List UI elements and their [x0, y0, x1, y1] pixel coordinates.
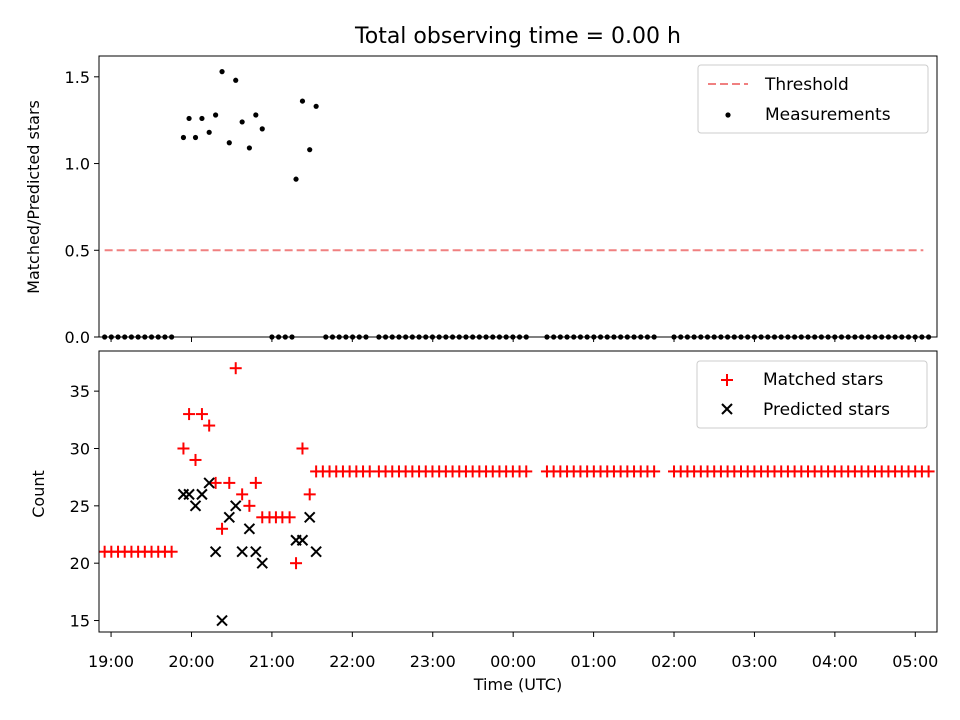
matched-star-point [183, 408, 196, 421]
top-legend: Threshold Measurements [697, 64, 929, 134]
predicted-star-point [189, 500, 202, 512]
x-tick-label: 21:00 [249, 652, 295, 671]
top-legend-frame [697, 64, 929, 134]
measurement-point [219, 69, 225, 75]
bottom-x-axis: 19:00 20:00 21:00 22:00 23:00 00:00 01:00 02:00… [88, 632, 938, 671]
measurement-point [226, 140, 232, 146]
predicted-star-point [230, 500, 242, 512]
predicted-stars-legend-label: Predicted stars [763, 400, 890, 420]
predicted-star-point [236, 546, 248, 558]
predicted-stars-legend-swatch [721, 403, 733, 415]
x-tick-label: 05:00 [892, 652, 938, 671]
top-x-ticks [110, 337, 916, 342]
top-panel: 0.0 0.5 1.0 1.5 Matched/Predicted stars Thr… [24, 55, 938, 347]
measurements-legend-swatch [725, 112, 731, 118]
top-y-tick-label: 1.5 [65, 68, 90, 87]
matched-star-point [229, 362, 242, 375]
matched-star-point [209, 476, 222, 489]
matched-star-point [216, 522, 229, 535]
matched-star-point [223, 476, 236, 489]
top-y-axis-label: Matched/Predicted stars [24, 100, 43, 294]
matched-star-point [283, 511, 296, 524]
x-tick-label: 22:00 [329, 652, 375, 671]
measurements-legend-label: Measurements [765, 105, 891, 125]
predicted-star-point [296, 534, 309, 546]
matched-star-point [165, 545, 178, 558]
matched-star-point [203, 419, 216, 432]
threshold-legend-label: Threshold [764, 75, 849, 95]
matched-star-point [236, 488, 249, 501]
matched-stars-legend-label: Matched stars [763, 370, 883, 390]
predicted-star-point [303, 511, 316, 524]
predicted-star-point [183, 488, 195, 501]
top-y-tick-label: 0.0 [65, 328, 90, 347]
bottom-panel: 15 20 25 30 35 19:00 20:00 21:00 22:00 23:00 00:0… [29, 350, 938, 694]
top-y-tick-label: 1.0 [65, 155, 90, 174]
matched-star-point [296, 442, 309, 455]
bottom-legend: Matched stars Predicted stars [696, 360, 928, 429]
predicted-star-point [243, 523, 256, 535]
bottom-y-tick-label: 30 [70, 439, 90, 458]
matched-star-point [290, 557, 303, 570]
matched-star-point [195, 408, 208, 421]
predicted-star-point [209, 546, 222, 558]
x-tick-label: 19:00 [88, 652, 134, 671]
x-axis-label: Time (UTC) [473, 675, 562, 694]
x-tick-label: 01:00 [571, 652, 617, 671]
matched-star-point [249, 476, 262, 489]
measurement-point [253, 112, 259, 118]
matched-star-point [243, 499, 256, 512]
measurement-point [186, 115, 192, 122]
bottom-marks [98, 362, 935, 627]
measurement-point [293, 176, 299, 182]
x-tick-label: 02:00 [651, 652, 697, 671]
predicted-star-point [250, 546, 262, 558]
bottom-y-axis-label: Count [29, 470, 48, 518]
bottom-axes-frame [98, 350, 938, 633]
measurement-point [192, 134, 199, 141]
x-tick-label: 20:00 [168, 652, 214, 671]
measurement-point [246, 145, 252, 151]
measurement-point [206, 129, 212, 135]
matched-star-point [177, 442, 190, 455]
bottom-y-tick-label: 35 [70, 382, 90, 401]
chart-title: Total observing time = 0.00 h [354, 24, 681, 49]
predicted-star-point [310, 546, 322, 558]
bottom-y-tick-label: 25 [70, 497, 90, 516]
top-axes-frame [98, 55, 938, 338]
bottom-y-tick-label: 15 [70, 612, 90, 631]
measurement-point [199, 115, 205, 122]
matched-star-point [648, 465, 661, 478]
top-marks [102, 69, 932, 340]
x-tick-label: 23:00 [410, 652, 456, 671]
bottom-legend-frame [696, 360, 928, 429]
x-tick-label: 00:00 [490, 652, 536, 671]
matched-star-point [303, 488, 316, 501]
measurement-point [233, 77, 239, 83]
matched-star-point [189, 453, 202, 466]
x-tick-label: 04:00 [812, 652, 858, 671]
matched-star-point [520, 465, 533, 478]
measurement-point [307, 147, 313, 153]
measurement-point [313, 103, 319, 109]
bottom-y-tick-label: 20 [70, 554, 90, 573]
predicted-star-point [196, 488, 208, 501]
predicted-star-point [223, 511, 235, 524]
measurement-point [299, 98, 306, 104]
measurement-point [239, 119, 245, 125]
matched-star-point [922, 465, 935, 478]
measurement-point [213, 112, 219, 118]
matched-stars-legend-swatch [721, 374, 733, 386]
top-y-tick-label: 0.5 [65, 241, 90, 260]
top-y-axis: 0.0 0.5 1.0 1.5 [65, 68, 99, 347]
x-tick-label: 03:00 [731, 652, 777, 671]
predicted-star-point [256, 557, 268, 569]
predicted-star-point [203, 477, 215, 489]
measurement-point [259, 126, 265, 132]
measurement-point [180, 134, 187, 141]
bottom-y-axis: 15 20 25 30 35 [70, 382, 99, 631]
predicted-star-point [216, 614, 228, 627]
